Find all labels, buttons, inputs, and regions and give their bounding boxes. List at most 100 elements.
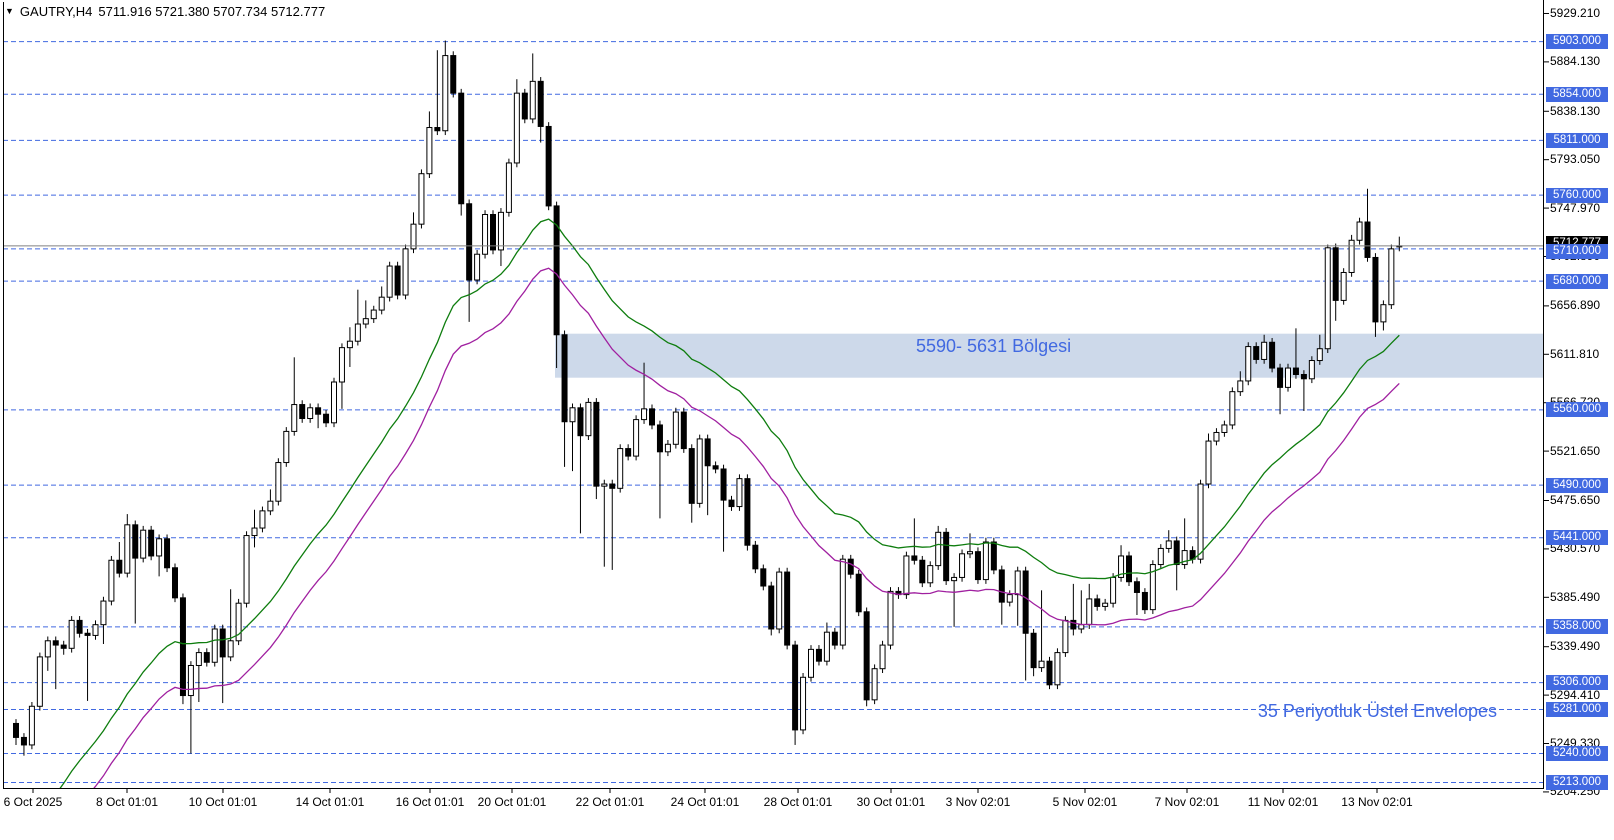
candle <box>823 631 830 662</box>
candle <box>1245 346 1252 382</box>
candle <box>474 253 481 281</box>
candle <box>203 652 210 663</box>
candle <box>13 722 19 738</box>
candle <box>1014 570 1021 596</box>
candle <box>839 558 846 646</box>
candle <box>1237 380 1244 393</box>
chart-symbol-period: GAUTRY,H4 <box>19 4 93 19</box>
candle <box>1348 239 1355 273</box>
candle <box>172 567 178 599</box>
candle <box>259 510 266 529</box>
candle <box>466 203 473 281</box>
candle <box>1285 367 1291 388</box>
candle <box>879 644 886 670</box>
candle <box>315 407 322 415</box>
candle <box>784 571 791 646</box>
chart-dropdown-arrow-icon[interactable]: ▼ <box>5 6 14 16</box>
candle <box>903 555 910 596</box>
candle <box>1197 483 1204 560</box>
candle <box>847 558 854 575</box>
candles-group <box>13 40 1403 756</box>
candle <box>84 632 91 636</box>
candle <box>100 600 107 626</box>
candle <box>927 565 934 584</box>
candle <box>243 535 250 604</box>
chart-title: ▼ GAUTRY,H4 5711.916 5721.380 5707.734 5… <box>5 4 325 19</box>
candle <box>148 529 155 557</box>
zone-annotation-text: 5590- 5631 Bölgesi <box>916 336 1072 356</box>
candle <box>649 408 655 426</box>
envelope-lower-line[interactable] <box>16 267 1400 840</box>
candle <box>672 411 679 445</box>
candle <box>808 648 814 678</box>
candle <box>1038 660 1045 669</box>
candle <box>187 664 194 697</box>
candle <box>52 640 59 646</box>
candle <box>140 529 147 559</box>
candle <box>998 569 1005 603</box>
candle <box>911 555 918 561</box>
candle <box>1213 431 1220 442</box>
candle <box>1380 304 1387 323</box>
candle <box>418 173 425 225</box>
candle <box>513 92 520 164</box>
candle <box>1054 652 1061 686</box>
candle <box>1388 248 1395 306</box>
candle <box>370 309 377 320</box>
candle <box>855 573 862 613</box>
candle <box>505 162 512 213</box>
candle <box>434 127 441 132</box>
candle <box>768 585 775 630</box>
candle <box>720 468 727 501</box>
candle <box>974 551 981 581</box>
candle <box>1356 221 1363 241</box>
candle <box>1261 341 1268 360</box>
chart-ohlc-values: 5711.916 5721.380 5707.734 5712.777 <box>98 4 326 19</box>
candle <box>132 524 139 559</box>
candle <box>545 125 552 207</box>
candle <box>291 404 298 432</box>
candle <box>227 640 234 658</box>
candle <box>307 407 314 420</box>
candle <box>1316 348 1323 362</box>
candle <box>497 211 504 251</box>
candle <box>410 223 417 250</box>
candle <box>609 483 616 489</box>
candle <box>1030 632 1037 669</box>
candle <box>656 424 663 453</box>
candle <box>1133 581 1140 593</box>
candle <box>887 590 894 646</box>
candle <box>521 92 528 120</box>
candle <box>450 55 457 94</box>
candle <box>1372 256 1379 323</box>
candle <box>1102 602 1109 607</box>
candle <box>561 334 568 423</box>
candle <box>323 413 330 424</box>
candle <box>195 652 202 666</box>
candle <box>124 524 131 574</box>
envelope-upper-line[interactable] <box>16 218 1400 840</box>
candle <box>712 465 719 470</box>
candle <box>338 347 345 383</box>
candle <box>108 559 115 602</box>
candle <box>744 478 751 546</box>
candle <box>251 527 258 537</box>
candle <box>990 541 997 571</box>
candle <box>641 408 648 421</box>
candle <box>736 478 743 508</box>
candle <box>704 438 711 467</box>
candle <box>585 401 592 437</box>
candle <box>728 499 735 508</box>
candle <box>1126 555 1132 583</box>
candle <box>1078 624 1085 630</box>
candle <box>1118 555 1125 578</box>
candle <box>1332 247 1339 301</box>
candle <box>76 619 83 634</box>
candle <box>299 404 306 420</box>
candle <box>776 571 783 630</box>
candle <box>235 602 242 642</box>
candle <box>156 538 163 557</box>
candle <box>863 611 870 701</box>
